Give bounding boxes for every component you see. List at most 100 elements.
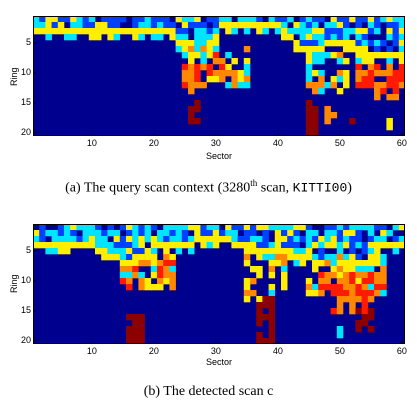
heatmap-cell	[361, 242, 369, 249]
heatmap-cell	[392, 52, 400, 59]
heatmap-cell	[318, 242, 325, 249]
heatmap-cell	[76, 28, 83, 35]
heatmap-cell	[374, 260, 381, 267]
heatmap-cell	[343, 230, 350, 237]
heatmap-cell	[132, 16, 139, 23]
heatmap-cell	[107, 16, 114, 23]
heatmap-cell	[169, 22, 176, 29]
heatmap-cell	[157, 242, 164, 249]
heatmap-cell	[324, 230, 331, 237]
heatmap-cell	[299, 34, 307, 41]
heatmap-cell	[380, 224, 387, 231]
heatmap-cell	[268, 260, 276, 267]
heatmap-cell	[386, 52, 393, 59]
heatmap-cell	[113, 242, 121, 249]
x-tick-label: 60	[396, 346, 407, 356]
heatmap-cell	[324, 118, 331, 125]
heatmap-cell	[119, 278, 127, 285]
heatmap-cell	[243, 260, 251, 267]
heatmap-cell	[324, 112, 331, 119]
heatmap-cell	[392, 82, 400, 89]
heatmap-cell	[194, 22, 201, 29]
heatmap-cell	[181, 76, 189, 83]
heatmap-cell	[374, 64, 381, 71]
heatmap-cell	[107, 34, 114, 41]
heatmap-cell	[274, 260, 282, 267]
heatmap-cell	[349, 118, 356, 125]
heatmap-cell	[262, 254, 269, 261]
heatmap-cell	[361, 40, 369, 47]
heatmap-cell	[349, 46, 356, 53]
heatmap-cell	[256, 302, 263, 309]
heatmap-cell	[150, 22, 158, 29]
heatmap-cell	[392, 224, 400, 231]
heatmap-cell	[343, 296, 350, 303]
heatmap-cell	[281, 272, 288, 279]
heatmap-cell	[181, 22, 189, 29]
heatmap-cell	[194, 236, 201, 243]
heatmap-cell	[181, 64, 189, 71]
heatmap-cell	[169, 236, 176, 243]
heatmap-cell	[343, 272, 350, 279]
heatmap-cell	[398, 70, 405, 77]
heatmap-cell	[82, 16, 90, 23]
heatmap-cell	[355, 320, 362, 327]
heatmap-cell	[243, 76, 251, 83]
heatmap-cell	[138, 230, 145, 237]
heatmap-cell	[119, 28, 127, 35]
y-tick-label: 20	[20, 335, 31, 345]
heatmap-cell	[132, 22, 139, 29]
heatmap-cell	[51, 236, 59, 243]
heatmap-cell	[361, 52, 369, 59]
heatmap-cell	[144, 224, 152, 231]
heatmap-cell	[336, 248, 344, 255]
heatmap-cell	[330, 224, 338, 231]
heatmap-cell	[212, 52, 220, 59]
heatmap-cell	[343, 22, 350, 29]
heatmap-cell	[33, 236, 40, 243]
heatmap-cell	[181, 34, 189, 41]
heatmap-cell	[343, 242, 350, 249]
heatmap-cell	[386, 230, 393, 237]
heatmap-cell	[101, 236, 108, 243]
heatmap-cell	[330, 82, 338, 89]
heatmap-cell	[386, 94, 393, 101]
heatmap-cell	[336, 260, 344, 267]
heatmap-cell	[181, 242, 189, 249]
heatmap-cell	[33, 16, 40, 23]
heatmap-cell	[398, 22, 405, 29]
heatmap-cell	[169, 260, 176, 267]
heatmap-cell	[330, 254, 338, 261]
heatmap-cell	[336, 278, 344, 285]
heatmap-cell	[274, 16, 282, 23]
heatmap-cell	[312, 40, 319, 47]
heatmap-cell	[243, 22, 251, 29]
heatmap-cell	[119, 224, 127, 231]
heatmap-cell	[324, 22, 331, 29]
heatmap-cell	[206, 40, 214, 47]
heatmap-cell	[380, 230, 387, 237]
heatmap-cell	[287, 254, 294, 261]
heatmap-cell	[262, 28, 269, 35]
heatmap-cell	[39, 28, 46, 35]
heatmap-cell	[175, 248, 183, 255]
x-axis-label-b: Sector	[205, 357, 232, 367]
heatmap-cell	[355, 34, 362, 41]
heatmap-cell	[225, 230, 232, 237]
heatmap-cell	[287, 230, 294, 237]
heatmap-cell	[293, 254, 300, 261]
heatmap-cell	[293, 28, 300, 35]
heatmap-cell	[367, 278, 375, 285]
heatmap-cell	[343, 28, 350, 35]
heatmap-cell	[324, 236, 331, 243]
heatmap-cell	[336, 230, 344, 237]
heatmap-cell	[163, 22, 170, 29]
heatmap-cell	[138, 284, 145, 291]
heatmap-cell	[101, 22, 108, 29]
heatmap-cell	[33, 230, 40, 237]
heatmap-cell	[398, 58, 405, 65]
heatmap-cell	[380, 290, 387, 297]
y-tick-label: 20	[20, 127, 31, 137]
heatmap-cell	[318, 254, 325, 261]
heatmap-cell	[231, 230, 238, 237]
